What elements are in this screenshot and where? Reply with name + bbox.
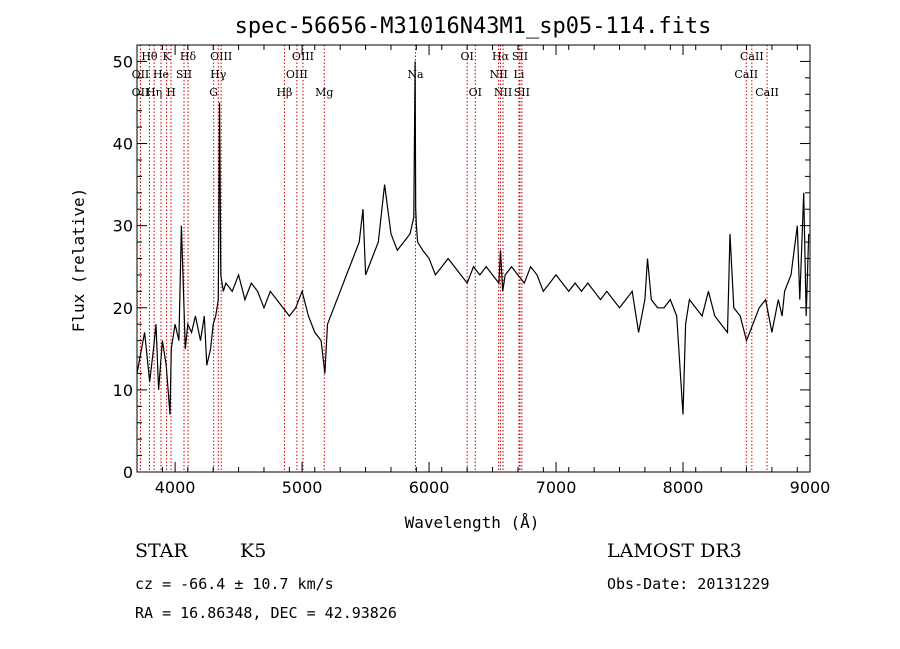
obs-date: Obs-Date: 20131229 — [607, 575, 770, 593]
line-marker-label: Hβ — [276, 86, 292, 99]
chart-title: spec-56656-M31016N43M1_sp05-114.fits — [235, 14, 712, 39]
y-tick-label: 40 — [113, 135, 133, 154]
y-tick-label: 10 — [113, 381, 133, 400]
line-marker-label: OII — [132, 86, 150, 99]
x-axis-label: Wavelength (Å) — [405, 513, 540, 532]
line-marker-label: SII — [176, 68, 192, 81]
object-class: STAR — [135, 540, 188, 562]
survey-name: LAMOST DR3 — [607, 540, 742, 562]
line-marker-label: K — [162, 50, 171, 63]
line-marker-label: Hα — [492, 50, 510, 63]
coordinates: RA = 16.86348, DEC = 42.93826 — [135, 604, 397, 622]
line-marker-label: OIII — [292, 50, 314, 63]
x-tick-label: 5000 — [282, 478, 323, 497]
y-tick-label: 50 — [113, 52, 133, 71]
line-marker-label: Hγ — [210, 68, 227, 81]
line-marker-label: G — [209, 86, 218, 99]
x-tick-label: 6000 — [409, 478, 450, 497]
line-marker-label: He — [153, 68, 169, 81]
line-marker-label: OIII — [286, 68, 308, 81]
line-marker-label: NII — [489, 68, 507, 81]
line-marker-label: Mg — [315, 86, 333, 99]
x-axis: 4000 5000 6000 7000 8000 9000 — [136, 45, 831, 497]
line-marker-label: CaII — [755, 86, 779, 99]
line-marker-label: OIII — [210, 50, 232, 63]
y-tick-label: 0 — [123, 463, 133, 482]
line-marker-label: SII — [512, 50, 528, 63]
object-subclass: K5 — [240, 540, 267, 562]
y-axis-label: Flux (relative) — [69, 188, 88, 333]
spectrum-line — [136, 61, 810, 415]
plot-area — [136, 61, 810, 415]
y-axis: 0 10 20 30 40 50 — [113, 44, 810, 482]
line-marker-label: OI — [469, 86, 482, 99]
x-tick-label: 4000 — [155, 478, 196, 497]
line-marker-label: SII — [514, 86, 530, 99]
line-marker-label: Hη — [146, 86, 162, 99]
line-marker-label: Hδ — [180, 50, 197, 63]
x-tick-label: 9000 — [790, 478, 831, 497]
x-tick-label: 7000 — [536, 478, 577, 497]
y-tick-label: 20 — [113, 299, 133, 318]
line-marker-label: NII — [494, 86, 512, 99]
line-marker-label: OI — [460, 50, 473, 63]
line-marker-label: H — [166, 86, 176, 99]
line-marker-label: Li — [514, 68, 525, 81]
line-marker-label: CaII — [734, 68, 758, 81]
plot-frame — [136, 44, 811, 473]
x-tick-label: 8000 — [663, 478, 704, 497]
redshift-readout: cz = -66.4 ± 10.7 km/s — [135, 575, 334, 593]
y-tick-label: 30 — [113, 217, 133, 236]
line-marker-label: CaII — [740, 50, 764, 63]
